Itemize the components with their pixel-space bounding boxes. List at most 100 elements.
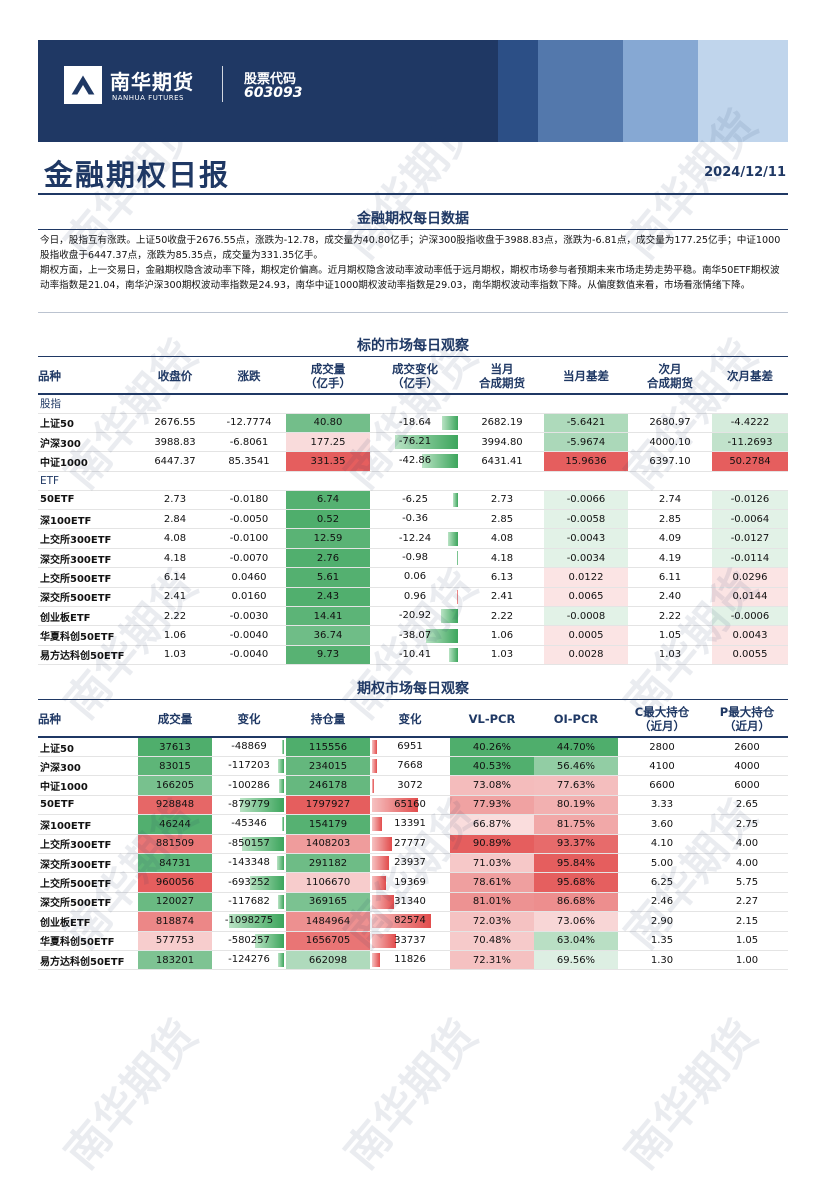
table-cell: -48869 xyxy=(212,737,286,757)
cell-value: 183201 xyxy=(156,955,194,966)
table-cell: 2.90 xyxy=(618,912,706,931)
data-bar xyxy=(457,551,458,565)
data-bar xyxy=(279,779,284,793)
cell-value: 1.05 xyxy=(736,935,758,946)
cell-value: 960056 xyxy=(156,877,194,888)
cell-value: -0.0006 xyxy=(731,611,770,622)
table-cell: -1098275 xyxy=(212,912,286,931)
column-header: 变化 xyxy=(212,701,286,737)
cell-value: 2.84 xyxy=(164,514,186,525)
cell-value: 83015 xyxy=(159,761,191,772)
variety-name: 深交所300ETF xyxy=(40,555,111,566)
table-cell: -0.0008 xyxy=(544,607,628,626)
cell-value: 3.60 xyxy=(651,819,673,830)
table-cell: 1.06 xyxy=(460,626,544,645)
variety-name: 深100ETF xyxy=(40,516,91,527)
table-cell: 沪深300 xyxy=(38,432,138,451)
table-cell: 13391 xyxy=(370,815,450,834)
table-cell: 4.08 xyxy=(138,529,212,548)
table-cell: 77.63% xyxy=(534,776,618,795)
table-cell: 0.0160 xyxy=(212,587,286,606)
cell-value: 2.40 xyxy=(659,591,681,602)
cell-value: 2600 xyxy=(734,742,759,753)
column-header: 品种 xyxy=(38,358,138,394)
table-cell: 66.87% xyxy=(450,815,534,834)
cell-value: 1.30 xyxy=(651,955,673,966)
table-cell: 6000 xyxy=(706,776,788,795)
table-cell: -879779 xyxy=(212,795,286,814)
data-bar xyxy=(282,817,284,831)
table-cell: -12.7774 xyxy=(212,413,286,432)
cell-value: 73.08% xyxy=(473,780,511,791)
header-banner: 南华期货 NANHUA FUTURES 股票代码 603093 xyxy=(38,40,788,142)
cell-value: 6.11 xyxy=(659,572,681,583)
table-cell: 2.40 xyxy=(628,587,712,606)
table-cell: 深交所300ETF xyxy=(38,548,138,567)
cell-value: 0.06 xyxy=(404,571,426,582)
cell-value: 0.0055 xyxy=(733,649,768,660)
cell-value: 40.26% xyxy=(473,742,511,753)
table-cell: 3994.80 xyxy=(460,432,544,451)
table-cell: 72.03% xyxy=(450,912,534,931)
table-cell: 4.08 xyxy=(460,529,544,548)
cell-value: 4.18 xyxy=(164,553,186,564)
table-cell: -0.0034 xyxy=(544,548,628,567)
market-summary: 今日，股指互有涨跌。上证50收盘于2676.55点，涨跌为-12.78，成交量为… xyxy=(40,233,788,293)
table-cell: 44.70% xyxy=(534,737,618,757)
cell-value: 6000 xyxy=(734,780,759,791)
cell-value: 6.74 xyxy=(317,494,339,505)
table-cell: -6.8061 xyxy=(212,432,286,451)
data-bar xyxy=(426,629,458,643)
variety-name: 上交所500ETF xyxy=(40,574,111,585)
table-cell: 0.0028 xyxy=(544,645,628,664)
table-cell: -117203 xyxy=(212,757,286,776)
cell-value: -0.0114 xyxy=(731,553,770,564)
table-cell: 中证1000 xyxy=(38,452,138,471)
data-bar xyxy=(372,837,392,851)
report-date: 2024/12/11 xyxy=(704,165,786,180)
cell-value: 86.68% xyxy=(557,896,595,907)
data-bar xyxy=(278,953,284,967)
divider xyxy=(222,66,223,102)
table-cell: 1.05 xyxy=(628,626,712,645)
cell-value: 1408203 xyxy=(306,838,351,849)
cell-value: 1797927 xyxy=(306,799,351,810)
variety-name: 深交所300ETF xyxy=(40,860,111,871)
table-cell: 177.25 xyxy=(286,432,370,451)
cell-value: -38.07 xyxy=(399,630,431,641)
data-bar xyxy=(278,895,284,909)
data-bar xyxy=(277,856,284,870)
cell-value: 2.27 xyxy=(736,896,758,907)
table-cell: 928848 xyxy=(138,795,212,814)
table-cell: -6.25 xyxy=(370,490,460,509)
table-cell: 40.80 xyxy=(286,413,370,432)
column-header: 收盘价 xyxy=(138,358,212,394)
cell-value: 234015 xyxy=(309,761,347,772)
cell-value: 3988.83 xyxy=(154,437,195,448)
column-header: 涨跌 xyxy=(212,358,286,394)
table-cell: 23937 xyxy=(370,853,450,872)
cell-value: -879779 xyxy=(228,799,270,810)
cell-value: 2.76 xyxy=(317,553,339,564)
table-cell: 33737 xyxy=(370,931,450,950)
column-header: 持仓量 xyxy=(286,701,370,737)
table-cell: 上交所300ETF xyxy=(38,529,138,548)
table-cell: 40.53% xyxy=(450,757,534,776)
cell-value: 1.06 xyxy=(164,630,186,641)
cell-value: 1.35 xyxy=(651,935,673,946)
table-cell: 50.2784 xyxy=(712,452,788,471)
table-cell: 72.31% xyxy=(450,950,534,969)
cell-value: 4.00 xyxy=(736,838,758,849)
cell-value: 81.75% xyxy=(557,819,595,830)
cell-value: 662098 xyxy=(309,955,347,966)
table-cell: 73.06% xyxy=(534,912,618,931)
table-cell: -20.92 xyxy=(370,607,460,626)
variety-name: 华夏科创50ETF xyxy=(40,632,114,643)
